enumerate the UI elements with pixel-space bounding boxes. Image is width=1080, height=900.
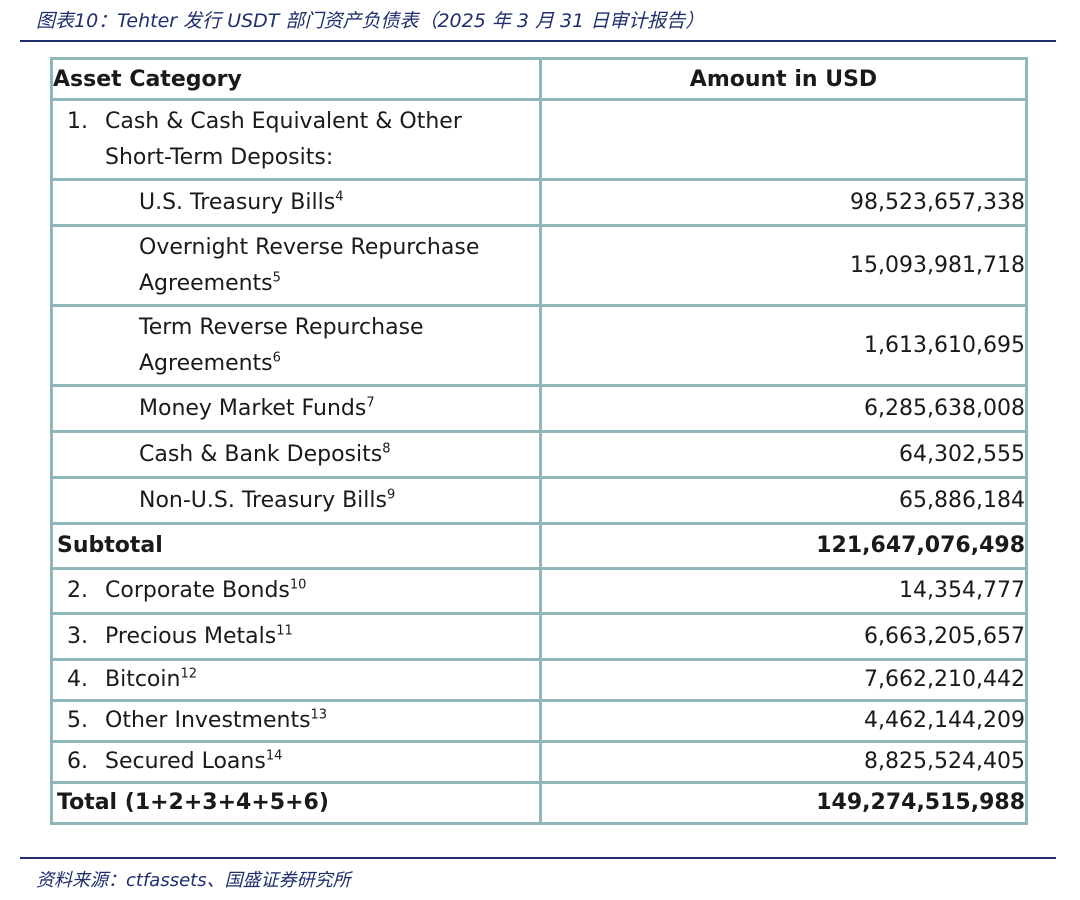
row-amount: 64,302,555 <box>539 430 1028 479</box>
row-amount: 6,285,638,008 <box>539 384 1028 433</box>
item-number: 5. <box>67 708 88 733</box>
total-row: Total (1+2+3+4+5+6) 149,274,515,988 <box>50 781 1028 825</box>
table-row: 4. Bitcoin12 7,662,210,442 <box>50 658 1028 702</box>
row-amount: 65,886,184 <box>539 476 1028 525</box>
header-asset-category: Asset Category <box>50 57 542 101</box>
item-number: 4. <box>67 667 88 692</box>
row-amount: 4,462,144,209 <box>539 699 1028 743</box>
subtotal-label: Subtotal <box>57 533 163 558</box>
footnote-marker: 6 <box>272 350 281 366</box>
row-label-line1: Term Reverse Repurchase <box>139 314 424 340</box>
row-amount: 7,662,210,442 <box>539 658 1028 702</box>
table-row: Money Market Funds7 6,285,638,008 <box>50 384 1028 433</box>
table-row-section-1: 1. Cash & Cash Equivalent & Other Short-… <box>50 98 1028 181</box>
section-1-label-line1: Cash & Cash Equivalent & Other <box>105 108 462 134</box>
footnote-marker: 10 <box>289 577 307 593</box>
table-row: Non-U.S. Treasury Bills9 65,886,184 <box>50 476 1028 525</box>
footnote-marker: 12 <box>180 666 197 682</box>
table-header-row: Asset Category Amount in USD <box>50 57 1028 101</box>
table-row: Term Reverse Repurchase Agreements6 1,613… <box>50 304 1028 387</box>
table-row: 6. Secured Loans14 8,825,524,405 <box>50 740 1028 784</box>
footnote-marker: 11 <box>276 623 293 639</box>
subtotal-row: Subtotal 121,647,076,498 <box>50 522 1028 570</box>
table-row: 2. Corporate Bonds10 14,354,777 <box>50 567 1028 615</box>
row-amount: 14,354,777 <box>539 567 1028 615</box>
source-divider <box>20 857 1056 859</box>
footnote-marker: 13 <box>310 707 328 723</box>
footnote-marker: 9 <box>386 487 396 503</box>
row-label: Other Investments <box>105 708 311 733</box>
row-label: Cash & Bank Deposits <box>139 441 383 467</box>
footnote-marker: 8 <box>382 441 391 457</box>
row-label-line1: Overnight Reverse Repurchase <box>139 234 480 260</box>
row-label: Corporate Bonds <box>105 578 290 603</box>
row-amount: 98,523,657,338 <box>539 178 1028 227</box>
subtotal-amount: 121,647,076,498 <box>539 522 1028 570</box>
figure-title: 图表10：Tehter 发行 USDT 部门资产负债表（2025 年 3 月 3… <box>36 10 705 32</box>
section-1-amount <box>539 98 1028 181</box>
item-number: 1. <box>67 108 88 134</box>
table-row: Cash & Bank Deposits8 64,302,555 <box>50 430 1028 479</box>
row-label: Bitcoin <box>105 667 181 692</box>
row-label: Money Market Funds <box>139 395 367 421</box>
table-row: 3. Precious Metals11 6,663,205,657 <box>50 612 1028 661</box>
title-divider <box>20 40 1056 42</box>
table-row: 5. Other Investments13 4,462,144,209 <box>50 699 1028 743</box>
row-amount: 6,663,205,657 <box>539 612 1028 661</box>
footnote-marker: 14 <box>265 748 283 764</box>
item-number: 3. <box>67 623 88 649</box>
row-label: Precious Metals <box>105 623 277 649</box>
row-amount: 15,093,981,718 <box>539 224 1028 307</box>
item-number: 2. <box>67 578 88 603</box>
row-label: Non-U.S. Treasury Bills <box>139 487 387 513</box>
item-number: 6. <box>67 749 88 774</box>
table-row: U.S. Treasury Bills4 98,523,657,338 <box>50 178 1028 227</box>
section-1-label: 1. Cash & Cash Equivalent & Other Short-… <box>50 98 542 181</box>
row-amount: 1,613,610,695 <box>539 304 1028 387</box>
section-1-label-line2: Short-Term Deposits: <box>105 144 334 170</box>
total-amount: 149,274,515,988 <box>539 781 1028 825</box>
row-label-line2: Agreements <box>139 350 273 376</box>
footnote-marker: 5 <box>272 270 281 286</box>
header-amount-usd: Amount in USD <box>539 57 1028 101</box>
footnote-marker: 4 <box>335 189 344 205</box>
row-label: U.S. Treasury Bills <box>139 189 336 215</box>
row-label: Secured Loans <box>105 749 266 774</box>
row-label-line2: Agreements <box>139 270 273 296</box>
footnote-marker: 7 <box>366 395 375 411</box>
row-amount: 8,825,524,405 <box>539 740 1028 784</box>
source-note: 资料来源：ctfassets、国盛证券研究所 <box>36 870 351 891</box>
total-label: Total (1+2+3+4+5+6) <box>57 790 329 815</box>
asset-table: Asset Category Amount in USD 1. Cash & C… <box>50 57 1028 825</box>
table-row: Overnight Reverse Repurchase Agreements5 … <box>50 224 1028 307</box>
